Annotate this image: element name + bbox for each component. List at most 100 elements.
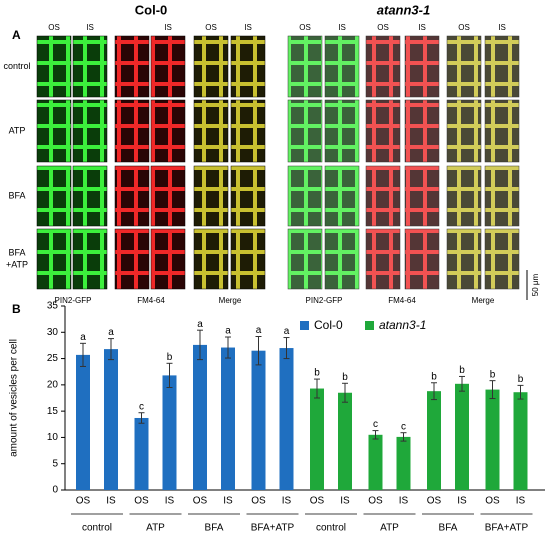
micrograph — [230, 228, 266, 290]
bar — [221, 347, 235, 490]
micrograph — [72, 228, 108, 290]
column-header: OS — [299, 23, 311, 32]
micrograph — [446, 35, 482, 98]
micrograph — [287, 228, 323, 290]
channel-label: FM4-64 — [388, 296, 416, 305]
significance-letter: a — [284, 326, 290, 337]
x-tick-label: IS — [516, 496, 526, 507]
significance-letter: c — [373, 419, 378, 430]
x-tick-label: IS — [457, 496, 467, 507]
group-label: BFA — [439, 523, 458, 534]
y-tick-label: 35 — [47, 301, 59, 312]
y-tick-label: 10 — [47, 432, 59, 443]
micrograph — [324, 228, 360, 290]
bar — [251, 350, 266, 490]
x-tick-label: IS — [399, 496, 409, 507]
micrograph — [230, 99, 266, 163]
significance-letter: a — [256, 325, 262, 336]
micrograph — [365, 165, 401, 227]
micrograph — [36, 35, 72, 98]
micrograph — [72, 99, 108, 163]
y-tick-label: 25 — [47, 353, 59, 364]
micrograph — [484, 165, 520, 227]
row-label: BFA — [8, 247, 25, 257]
x-tick-label: OS — [134, 496, 149, 507]
significance-letter: c — [139, 401, 144, 412]
channel-label: Merge — [219, 296, 242, 305]
micrograph — [404, 165, 440, 227]
bar — [513, 392, 528, 490]
y-tick-label: 30 — [47, 327, 59, 338]
bar — [162, 375, 177, 490]
micrograph — [365, 228, 401, 290]
significance-letter: a — [108, 327, 114, 338]
micrograph — [150, 228, 186, 290]
legend-swatch — [300, 321, 309, 330]
micrograph — [150, 99, 186, 163]
row-label: +ATP — [6, 259, 28, 269]
micrograph — [324, 35, 360, 98]
x-tick-label: OS — [485, 496, 500, 507]
micrograph — [287, 99, 323, 163]
column-header: IS — [338, 23, 346, 32]
x-tick-label: IS — [165, 496, 175, 507]
micrograph — [287, 165, 323, 227]
bar — [427, 391, 441, 490]
column-header: IS — [498, 23, 506, 32]
y-tick-label: 5 — [52, 458, 58, 469]
panel-letter: A — [12, 28, 21, 42]
micrograph — [193, 99, 229, 163]
group-label: ATP — [380, 523, 399, 534]
micrograph — [114, 35, 150, 98]
micrograph — [446, 99, 482, 163]
micrograph — [446, 228, 482, 290]
block-title: atann3-1 — [377, 2, 430, 17]
significance-letter: a — [197, 319, 203, 330]
y-tick-label: 20 — [47, 379, 59, 390]
scale-bar-label: 50 μm — [531, 273, 540, 296]
micrograph — [484, 99, 520, 163]
y-axis-label: amount of vesicles per cell — [9, 339, 20, 457]
significance-letter: b — [314, 368, 320, 379]
micrograph — [230, 35, 266, 98]
group-label: ATP — [146, 523, 165, 534]
bar — [193, 344, 207, 490]
significance-letter: b — [342, 372, 348, 383]
panel-letter: B — [12, 302, 21, 316]
legend-swatch — [365, 321, 374, 330]
micrograph — [404, 99, 440, 163]
column-header: IS — [418, 23, 426, 32]
group-label: BFA+ATP — [251, 523, 295, 534]
x-tick-label: IS — [340, 496, 350, 507]
micrograph — [324, 99, 360, 163]
bar — [76, 354, 90, 490]
column-header: IS — [86, 23, 94, 32]
column-header: IS — [244, 23, 252, 32]
micrograph — [150, 35, 186, 98]
block-title: Col-0 — [135, 2, 168, 17]
significance-letter: b — [518, 374, 524, 385]
column-header: OS — [458, 23, 470, 32]
micrograph — [36, 165, 72, 227]
micrograph — [365, 35, 401, 98]
x-tick-label: IS — [223, 496, 233, 507]
micrograph — [484, 35, 520, 98]
micrograph — [36, 228, 72, 290]
micrograph — [72, 35, 108, 98]
significance-letter: b — [490, 369, 496, 380]
bar — [485, 389, 500, 490]
bar — [338, 392, 352, 490]
micrograph — [193, 228, 229, 290]
micrograph — [446, 165, 482, 227]
y-tick-label: 0 — [52, 485, 58, 496]
column-header: OS — [205, 23, 217, 32]
micrograph — [114, 228, 150, 290]
x-tick-label: OS — [310, 496, 325, 507]
significance-letter: b — [459, 365, 465, 376]
legend-label: atann3-1 — [379, 318, 426, 332]
micrograph — [324, 165, 360, 227]
micrograph — [484, 228, 520, 290]
column-header: OS — [48, 23, 60, 32]
legend-label: Col-0 — [314, 318, 343, 332]
